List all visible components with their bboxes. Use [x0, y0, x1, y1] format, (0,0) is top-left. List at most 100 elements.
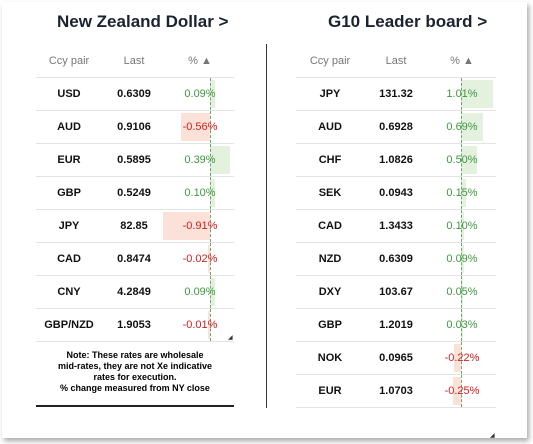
last-rate-cell: 1.0703 [364, 374, 428, 408]
last-rate-cell: 0.9106 [102, 110, 166, 144]
percent-change-value: 1.01% [446, 88, 478, 100]
table-row[interactable]: GBP/NZD 1.9053 -0.01% [36, 308, 234, 342]
table-row[interactable]: CAD 1.3433 0.10% [296, 209, 496, 243]
table-row[interactable]: EUR 0.5895 0.39% [36, 143, 234, 177]
percent-change-cell: -0.91% [162, 209, 234, 243]
change-bar [461, 311, 463, 339]
change-bar [208, 245, 210, 273]
table-row[interactable]: CHF 1.0826 0.50% [296, 143, 496, 177]
nzd-panel-title[interactable]: New Zealand Dollar > [57, 12, 229, 31]
last-rate-cell: 0.6309 [364, 242, 428, 276]
percent-change-cell: -0.25% [428, 374, 496, 408]
table-row[interactable]: JPY 82.85 -0.91% [36, 209, 234, 243]
last-rate-cell: 0.6309 [102, 77, 166, 111]
table-row[interactable]: AUD 0.9106 -0.56% [36, 110, 234, 144]
zero-axis-line [210, 144, 211, 176]
percent-change-cell: 0.50% [428, 143, 496, 177]
currency-pair-cell: CAD [36, 242, 102, 276]
table-row[interactable]: CNY 4.2849 0.09% [36, 275, 234, 309]
currency-pair-cell: EUR [296, 374, 364, 408]
percent-change-value: -0.02% [182, 253, 218, 265]
note-underline [36, 405, 234, 407]
currency-pair-cell: AUD [36, 110, 102, 144]
table-row[interactable]: GBP 1.2019 0.03% [296, 308, 496, 342]
zero-axis-line [461, 309, 462, 341]
zero-axis-line [210, 210, 211, 242]
change-bar [461, 212, 465, 240]
percent-change-value: -0.22% [444, 352, 480, 364]
percent-change-cell: 1.01% [428, 77, 496, 111]
column-header-pct[interactable]: % ▲ [188, 55, 212, 67]
change-bar [461, 179, 466, 207]
note-line: % change measured from NY close [60, 383, 210, 393]
zero-axis-line [210, 111, 211, 143]
nzd-rates-table: Ccy pair Last % ▲ USD 0.6309 0.09% AUD 0.910… [36, 45, 234, 342]
last-rate-cell: 1.9053 [102, 308, 166, 342]
currency-pair-cell: GBP [36, 176, 102, 210]
table-row[interactable]: DXY 103.67 0.05% [296, 275, 496, 309]
last-rate-cell: 1.2019 [364, 308, 428, 342]
last-rate-cell: 82.85 [102, 209, 166, 243]
percent-change-value: -0.25% [444, 385, 480, 397]
percent-change-value: 0.10% [446, 220, 478, 232]
column-header-pair[interactable]: Ccy pair [48, 55, 90, 67]
last-rate-cell: 1.0826 [364, 143, 428, 177]
table-row[interactable]: SEK 0.0943 0.15% [296, 176, 496, 210]
percent-change-cell: 0.05% [428, 275, 496, 309]
table-row[interactable]: GBP 0.5249 0.10% [36, 176, 234, 210]
percent-change-cell: -0.01% [166, 308, 234, 342]
note-line: Note: These rates are wholesale [66, 350, 204, 360]
percent-change-cell: 0.03% [428, 308, 496, 342]
change-bar [461, 113, 484, 141]
zero-axis-line [461, 177, 462, 209]
zero-axis-line [461, 78, 462, 110]
zero-axis-line [210, 177, 211, 209]
percent-change-value: 0.15% [446, 187, 478, 199]
percent-change-cell: 0.09% [166, 77, 234, 111]
resize-handle-icon: ◢ [490, 433, 495, 439]
column-header-pct[interactable]: % ▲ [450, 55, 474, 67]
table-row[interactable]: NZD 0.6309 0.09% [296, 242, 496, 276]
column-header-last[interactable]: Last [385, 55, 407, 67]
table-row[interactable]: USD 0.6309 0.09% [36, 77, 234, 111]
change-bar [461, 146, 477, 174]
table-row[interactable]: JPY 131.32 1.01% [296, 77, 496, 111]
zero-axis-line [210, 78, 211, 110]
table-row[interactable]: EUR 1.0703 -0.25% [296, 374, 496, 408]
column-header-pair[interactable]: Ccy pair [309, 55, 351, 67]
last-rate-cell: 0.0943 [364, 176, 428, 210]
percent-change-value: 0.69% [446, 121, 478, 133]
table-header-row: Ccy pair Last % ▲ [36, 45, 234, 78]
last-rate-cell: 0.0965 [364, 341, 428, 375]
column-header-last[interactable]: Last [123, 55, 145, 67]
percent-change-value: 0.03% [446, 319, 478, 331]
rates-widget: New Zealand Dollar > Ccy pair Last % ▲ U… [2, 2, 527, 439]
zero-axis-line [461, 375, 462, 407]
currency-pair-cell: JPY [36, 209, 102, 243]
percent-change-value: 0.09% [446, 253, 478, 265]
table-row[interactable]: NOK 0.0965 -0.22% [296, 341, 496, 375]
percent-change-value: -0.56% [182, 121, 218, 133]
currency-pair-cell: NOK [296, 341, 364, 375]
table-row[interactable]: CAD 0.8474 -0.02% [36, 242, 234, 276]
currency-pair-cell: JPY [296, 77, 364, 111]
change-bar [453, 377, 461, 405]
rates-note: Note: These rates are wholesale mid-rate… [36, 350, 234, 394]
percent-change-cell: -0.56% [166, 110, 234, 144]
percent-change-value: 0.39% [184, 154, 216, 166]
table-row[interactable]: AUD 0.6928 0.69% [296, 110, 496, 144]
last-rate-cell: 0.5249 [102, 176, 166, 210]
currency-pair-cell: CAD [296, 209, 364, 243]
percent-change-value: 0.50% [446, 154, 478, 166]
percent-change-value: -0.01% [182, 319, 218, 331]
change-bar [210, 146, 231, 174]
percent-change-value: -0.91% [182, 220, 218, 232]
zero-axis-line [210, 276, 211, 308]
zero-axis-line [461, 111, 462, 143]
g10-panel-title[interactable]: G10 Leader board > [328, 12, 488, 31]
percent-change-cell: -0.22% [428, 341, 496, 375]
currency-pair-cell: NZD [296, 242, 364, 276]
currency-pair-cell: GBP [296, 308, 364, 342]
last-rate-cell: 0.5895 [102, 143, 166, 177]
zero-axis-line [210, 309, 211, 341]
